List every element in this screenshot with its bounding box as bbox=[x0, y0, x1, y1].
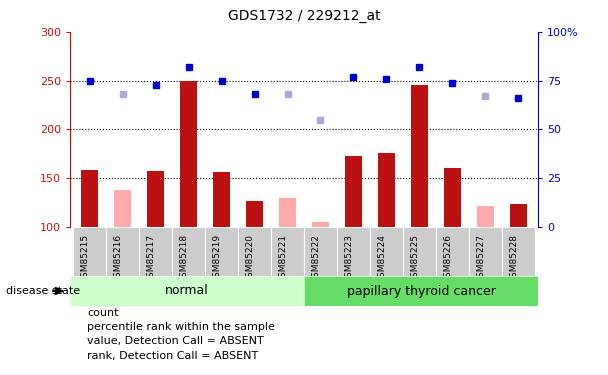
Text: normal: normal bbox=[165, 285, 209, 297]
Text: GSM85228: GSM85228 bbox=[510, 234, 518, 283]
Bar bbox=[271, 227, 304, 276]
Bar bbox=[411, 84, 427, 227]
Bar bbox=[502, 227, 535, 276]
Text: disease state: disease state bbox=[6, 286, 80, 296]
Bar bbox=[436, 227, 469, 276]
Text: GDS1732 / 229212_at: GDS1732 / 229212_at bbox=[227, 9, 381, 23]
Bar bbox=[172, 227, 205, 276]
Text: GSM85216: GSM85216 bbox=[114, 234, 123, 284]
Bar bbox=[238, 227, 271, 276]
Text: percentile rank within the sample: percentile rank within the sample bbox=[87, 322, 275, 332]
Text: GSM85225: GSM85225 bbox=[410, 234, 420, 283]
Text: GSM85220: GSM85220 bbox=[246, 234, 255, 283]
Bar bbox=[477, 206, 494, 227]
Bar bbox=[313, 222, 329, 227]
Text: GSM85218: GSM85218 bbox=[179, 234, 188, 284]
Bar bbox=[114, 190, 131, 227]
Bar bbox=[205, 227, 238, 276]
Bar bbox=[337, 227, 370, 276]
Text: GSM85217: GSM85217 bbox=[147, 234, 156, 284]
Text: GSM85222: GSM85222 bbox=[311, 234, 320, 283]
Text: GSM85223: GSM85223 bbox=[345, 234, 353, 283]
Bar bbox=[139, 227, 172, 276]
Bar bbox=[378, 153, 395, 227]
Bar bbox=[469, 227, 502, 276]
Bar bbox=[403, 227, 436, 276]
Text: GSM85226: GSM85226 bbox=[443, 234, 452, 283]
Text: value, Detection Call = ABSENT: value, Detection Call = ABSENT bbox=[87, 336, 264, 346]
Bar bbox=[147, 171, 164, 227]
Bar bbox=[81, 170, 98, 227]
Text: rank, Detection Call = ABSENT: rank, Detection Call = ABSENT bbox=[87, 351, 258, 360]
Bar bbox=[213, 172, 230, 227]
Bar bbox=[304, 227, 337, 276]
Bar bbox=[181, 81, 197, 227]
Text: papillary thyroid cancer: papillary thyroid cancer bbox=[347, 285, 496, 297]
Bar bbox=[73, 227, 106, 276]
Text: GSM85221: GSM85221 bbox=[278, 234, 288, 283]
Text: GSM85219: GSM85219 bbox=[213, 234, 221, 284]
Bar bbox=[279, 198, 295, 227]
Bar bbox=[370, 227, 403, 276]
Text: GSM85224: GSM85224 bbox=[378, 234, 387, 283]
Text: GSM85215: GSM85215 bbox=[81, 234, 90, 284]
Bar bbox=[345, 156, 362, 227]
Bar bbox=[106, 227, 139, 276]
Bar bbox=[510, 204, 527, 227]
Bar bbox=[246, 201, 263, 227]
Text: count: count bbox=[87, 308, 119, 318]
Bar bbox=[444, 168, 461, 227]
Text: GSM85227: GSM85227 bbox=[476, 234, 485, 283]
